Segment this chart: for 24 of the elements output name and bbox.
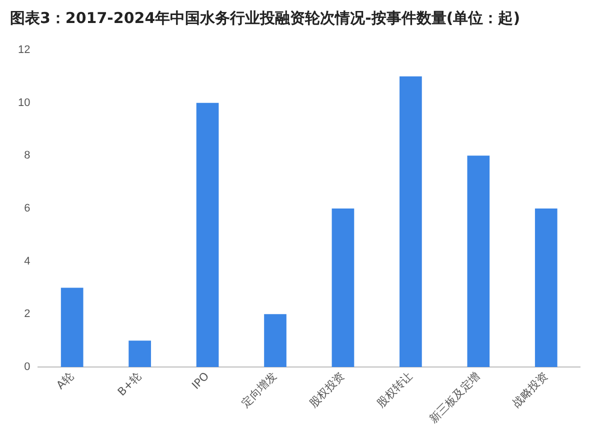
y-tick-label: 0 <box>24 361 30 374</box>
x-tick-label: 新三板及定增 <box>426 370 483 426</box>
x-tick-label: B+轮 <box>115 370 144 398</box>
x-tick-label: A轮 <box>54 370 76 392</box>
y-tick-label: 8 <box>24 150 30 162</box>
x-tick-label: 定向增发 <box>239 370 280 410</box>
bar <box>128 340 151 367</box>
x-tick-label: 股权转让 <box>374 370 415 410</box>
y-tick-label: 2 <box>24 308 30 320</box>
x-tick-label: 战略投资 <box>510 370 550 410</box>
bar <box>60 288 84 367</box>
bar <box>332 208 354 367</box>
x-tick-label: 股权投资 <box>306 370 348 410</box>
bar <box>534 208 558 367</box>
y-tick-label: 10 <box>18 96 30 109</box>
bar <box>264 314 286 367</box>
chart-title: 图表3：2017-2024年中国水务行业投融资轮次情况-按事件数量(单位：起) <box>10 8 520 27</box>
bar <box>467 156 490 367</box>
x-tick-label: IPO <box>189 369 212 392</box>
y-tick-label: 12 <box>18 44 30 56</box>
bar <box>196 102 219 367</box>
y-tick-label: 4 <box>24 255 30 268</box>
y-tick-label: 6 <box>24 202 30 215</box>
bar <box>400 76 422 367</box>
